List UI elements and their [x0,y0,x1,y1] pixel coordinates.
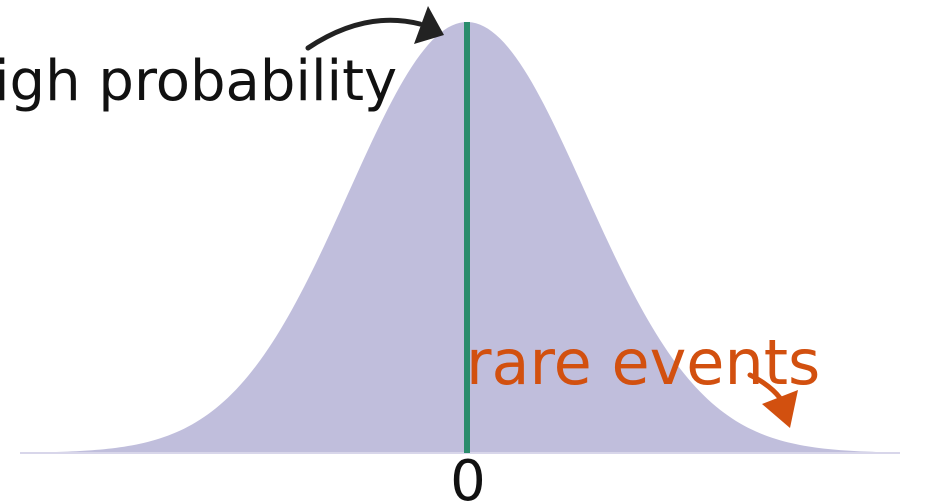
rare-events-label: rare events [466,326,820,399]
rare-events-arrow [747,372,783,401]
high-probability-arrow [305,17,423,51]
high-arrow-head-icon [414,6,444,44]
zero-tick-label: 0 [450,449,486,504]
bell-curve [20,22,900,454]
high-probability-label: igh probability [0,49,397,114]
rare-arrow-head-icon [762,390,798,428]
